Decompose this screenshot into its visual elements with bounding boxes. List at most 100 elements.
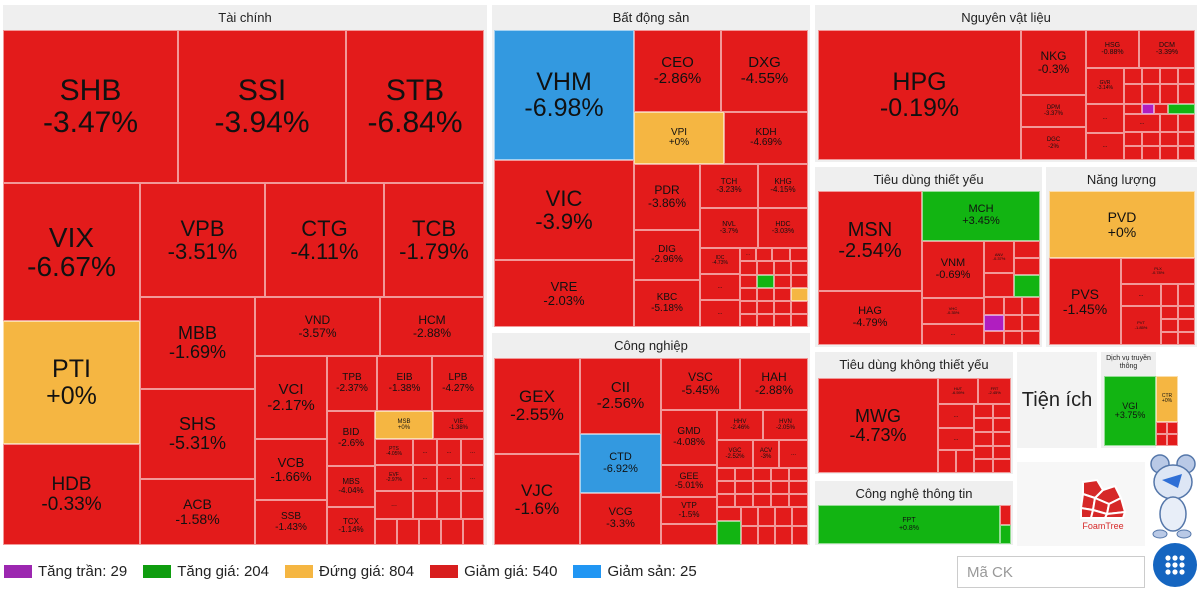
stock-tile-ctr[interactable]: CTR +0%: [1156, 376, 1178, 422]
stock-tile-dcm[interactable]: DCM -3.39%: [1139, 30, 1195, 68]
stock-tile[interactable]: [1178, 332, 1195, 345]
stock-code-search-input[interactable]: [957, 556, 1145, 588]
stock-tile[interactable]: [789, 494, 808, 507]
stock-tile[interactable]: [774, 261, 791, 275]
sector-title[interactable]: Tiêu dùng không thiết yếu: [839, 357, 989, 372]
stock-tile[interactable]: [1161, 319, 1178, 332]
stock-tile[interactable]: [1160, 146, 1178, 160]
stock-tile-bid[interactable]: BID -2.6%: [327, 411, 375, 466]
stock-tile[interactable]: [735, 481, 753, 494]
stock-tile[interactable]: [1142, 132, 1160, 146]
stock-tile[interactable]: [1156, 434, 1167, 446]
stock-tile[interactable]: ...: [413, 439, 437, 465]
stock-tile[interactable]: [753, 481, 771, 494]
stock-tile[interactable]: [1161, 306, 1178, 319]
stock-tile[interactable]: [1124, 132, 1142, 146]
stock-tile-pvs[interactable]: PVS -1.45%: [1049, 258, 1121, 345]
stock-tile[interactable]: [791, 288, 808, 301]
stock-tile-eib[interactable]: EIB -1.38%: [377, 356, 432, 411]
stock-tile-vjc[interactable]: VJC -1.6%: [494, 454, 580, 545]
stock-tile[interactable]: ...: [700, 300, 740, 327]
stock-tile[interactable]: [1168, 104, 1195, 114]
stock-tile-hag[interactable]: HAG -4.79%: [818, 291, 922, 345]
stock-tile-ceo[interactable]: CEO -2.86%: [634, 30, 721, 112]
stock-tile-idc[interactable]: IDC -4.73%: [700, 248, 740, 274]
stock-tile[interactable]: [1014, 258, 1040, 275]
stock-tile-msn[interactable]: MSN -2.54%: [818, 191, 922, 291]
stock-tile-vic[interactable]: VIC -3.9%: [494, 160, 634, 260]
stock-tile-vcg[interactable]: VCG -3.3%: [580, 493, 661, 545]
stock-tile-vtp[interactable]: VTP -1.5%: [661, 497, 717, 524]
stock-tile-shs[interactable]: SHS -5.31%: [140, 389, 255, 479]
stock-tile[interactable]: [740, 275, 757, 288]
stock-tile-vgc[interactable]: VGC -2.52%: [717, 440, 753, 468]
stock-tile-vie[interactable]: VIE -1.38%: [433, 411, 484, 439]
stock-tile[interactable]: [375, 519, 397, 545]
stock-tile[interactable]: ...: [375, 491, 413, 519]
stock-tile[interactable]: [1142, 68, 1160, 84]
stock-tile[interactable]: [419, 519, 441, 545]
stock-tile[interactable]: [717, 507, 741, 521]
stock-tile-mbb[interactable]: MBB -1.69%: [140, 297, 255, 389]
stock-tile-tpb[interactable]: TPB -2.37%: [327, 356, 377, 411]
stock-tile[interactable]: ...: [437, 439, 461, 465]
stock-tile-shb[interactable]: SHB -3.47%: [3, 30, 178, 183]
stock-tile[interactable]: [717, 494, 735, 507]
stock-tile[interactable]: [1022, 315, 1040, 331]
stock-tile[interactable]: [717, 521, 741, 545]
stock-tile[interactable]: [792, 526, 808, 545]
stock-tile-vix[interactable]: VIX -6.67%: [3, 183, 140, 321]
stock-tile[interactable]: [774, 314, 791, 327]
stock-tile-acb[interactable]: ACB -1.58%: [140, 479, 255, 545]
stock-tile[interactable]: [993, 432, 1011, 446]
stock-tile[interactable]: [974, 446, 993, 459]
stock-tile[interactable]: [1160, 68, 1178, 84]
stock-tile[interactable]: [1160, 114, 1178, 132]
stock-tile-ctd[interactable]: CTD -6.92%: [580, 434, 661, 493]
stock-tile[interactable]: [974, 404, 993, 418]
stock-tile[interactable]: [461, 491, 484, 519]
stock-tile[interactable]: [789, 481, 808, 494]
stock-tile[interactable]: [993, 459, 1011, 473]
stock-tile[interactable]: [757, 314, 774, 327]
stock-tile-tch[interactable]: TCH -3.23%: [700, 164, 758, 208]
stock-tile[interactable]: [1000, 525, 1011, 544]
stock-tile-nkg[interactable]: NKG -0.3%: [1021, 30, 1086, 95]
stock-tile-anv[interactable]: ANV -0.37%: [984, 241, 1014, 273]
stock-tile-tcx[interactable]: TCX -1.14%: [327, 507, 375, 545]
stock-tile[interactable]: [1014, 241, 1040, 258]
stock-tile-msb[interactable]: MSB +0%: [375, 411, 433, 439]
sector-title[interactable]: Tiêu dùng thiết yếu: [873, 172, 984, 187]
stock-tile[interactable]: [1124, 84, 1142, 104]
stock-tile-vcb[interactable]: VCB -1.66%: [255, 439, 327, 500]
stock-tile-vpb[interactable]: VPB -3.51%: [140, 183, 265, 297]
stock-tile-vsc[interactable]: VSC -5.45%: [661, 358, 740, 410]
stock-tile[interactable]: ...: [461, 465, 484, 491]
stock-tile-pvd[interactable]: PVD +0%: [1049, 191, 1195, 258]
stock-tile-dxg[interactable]: DXG -4.55%: [721, 30, 808, 112]
stock-tile[interactable]: [757, 275, 774, 288]
stock-tile[interactable]: [1142, 84, 1160, 104]
stock-tile[interactable]: ...: [413, 465, 437, 491]
stock-tile-gmd[interactable]: GMD -4.08%: [661, 410, 717, 465]
stock-tile[interactable]: [741, 507, 758, 526]
stock-tile-stb[interactable]: STB -6.84%: [346, 30, 484, 183]
stock-tile[interactable]: [984, 297, 1004, 315]
stock-tile[interactable]: ...: [1121, 284, 1161, 306]
stock-tile[interactable]: [1178, 306, 1195, 319]
stock-tile-kdh[interactable]: KDH -4.69%: [724, 112, 808, 164]
stock-tile-frt[interactable]: FRT -2.45%: [978, 378, 1011, 404]
stock-tile[interactable]: [740, 314, 757, 327]
stock-tile-pvt[interactable]: PVT -1.85%: [1121, 306, 1161, 345]
stock-tile[interactable]: [993, 418, 1011, 432]
stock-tile-evf[interactable]: EVF -2.97%: [375, 465, 413, 491]
stock-tile[interactable]: [1160, 84, 1178, 104]
stock-tile[interactable]: [1178, 132, 1195, 146]
stock-tile[interactable]: [740, 288, 757, 301]
stock-tile[interactable]: [413, 491, 437, 519]
stock-tile[interactable]: [740, 261, 757, 275]
stock-tile[interactable]: [974, 432, 993, 446]
stock-tile[interactable]: [1124, 146, 1142, 160]
sector-title[interactable]: Công nghệ thông tin: [855, 486, 973, 501]
stock-tile-lpb[interactable]: LPB -4.27%: [432, 356, 484, 411]
